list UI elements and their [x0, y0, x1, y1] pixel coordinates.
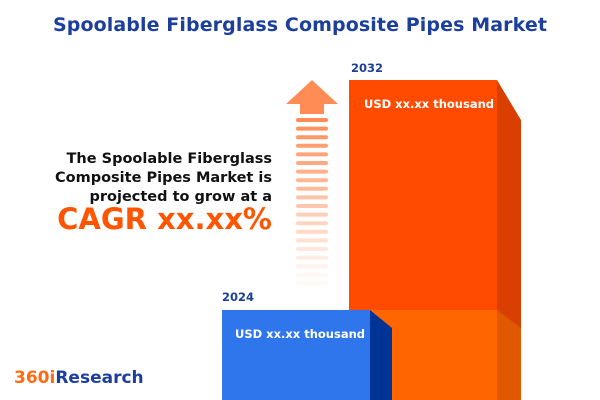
arrow-stripe — [296, 255, 328, 260]
logo: 360iResearch — [14, 368, 144, 388]
arrow-stripe — [296, 229, 328, 234]
arrow-stripe — [296, 212, 328, 217]
arrow-stripe — [296, 272, 328, 277]
arrow-stripe — [296, 152, 328, 157]
cagr-value: CAGR xx.xx% — [57, 202, 272, 236]
arrow-stripe — [296, 186, 328, 191]
value-2032-label: USD xx.xx thousand — [364, 97, 495, 111]
arrow-stripe — [296, 118, 328, 122]
arrow-stripe — [296, 135, 328, 140]
bar-2024 — [222, 310, 392, 400]
value-2024-label: USD xx.xx thousand — [235, 327, 366, 341]
bar-2032 — [349, 80, 521, 400]
page-title: Spoolable Fiberglass Composite Pipes Mar… — [52, 14, 548, 36]
year-2024-label: 2024 — [222, 290, 255, 304]
growth-description: The Spoolable Fiberglass Composite Pipes… — [55, 151, 272, 205]
arrow-stripe — [296, 143, 328, 148]
arrow-stripe — [296, 178, 328, 183]
year-2032-label: 2032 — [351, 61, 384, 75]
arrow-stripe — [296, 161, 328, 165]
up-arrow-icon — [286, 80, 338, 286]
arrow-stripe — [296, 204, 328, 208]
arrow-stripe — [296, 264, 328, 269]
arrow-stripe — [296, 195, 328, 200]
arrow-stripe — [296, 238, 328, 243]
arrow-stripe — [296, 247, 328, 251]
arrow-stripe — [296, 281, 328, 286]
arrow-stripe — [296, 126, 328, 131]
arrow-stripe — [296, 169, 328, 174]
arrow-stripe — [296, 221, 328, 226]
logo-part-2: Research — [55, 368, 144, 388]
logo-part-1: 360i — [14, 368, 56, 388]
